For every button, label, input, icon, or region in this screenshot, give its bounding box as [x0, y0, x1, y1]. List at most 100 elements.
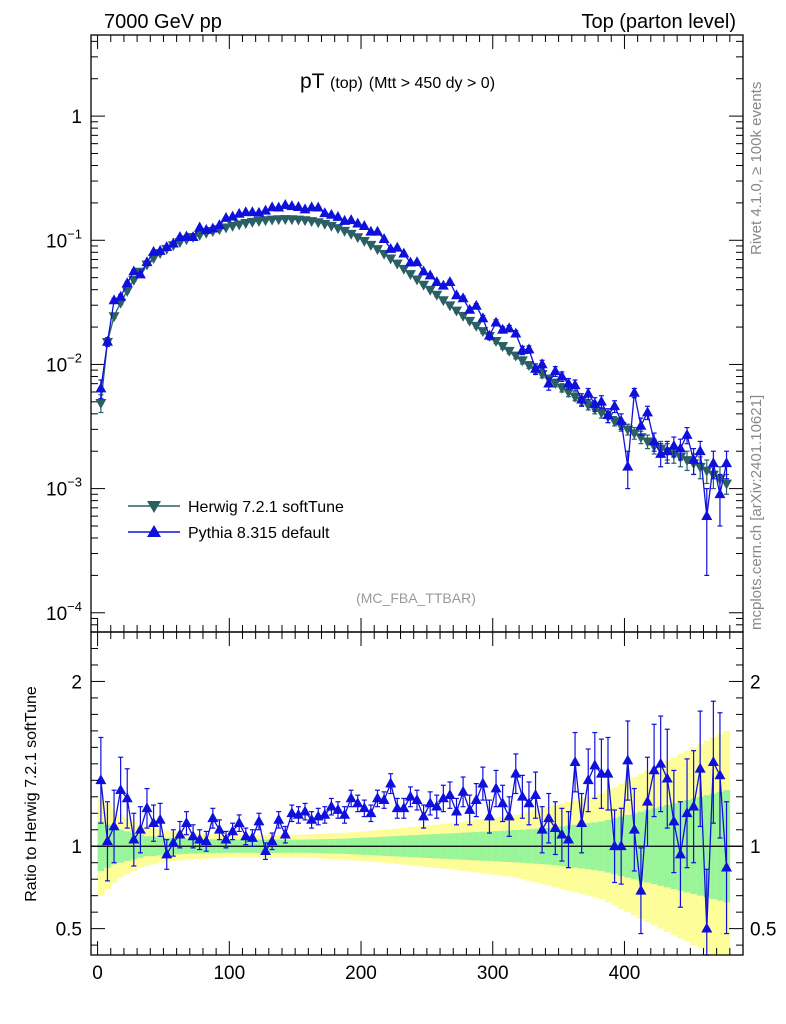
data-point: [714, 488, 726, 499]
data-point: [595, 408, 607, 419]
data-point: [688, 453, 700, 464]
data-point: [602, 409, 614, 420]
ratio-point: [174, 828, 186, 839]
ratio-ylabel: Ratio to Herwig 7.2.1 softTune: [23, 686, 40, 902]
data-point: [661, 445, 673, 456]
data-point: [595, 395, 607, 406]
ratio-point: [444, 789, 456, 799]
data-point: [721, 457, 733, 468]
ratio-point: [602, 767, 614, 778]
ratio-point: [306, 813, 318, 824]
data-point: [273, 201, 285, 212]
ratio-point: [101, 835, 113, 846]
ratio-point: [635, 884, 647, 895]
ratio-point: [319, 808, 331, 819]
data-point: [128, 265, 140, 276]
ratio-point: [128, 833, 140, 844]
data-point: [134, 268, 146, 279]
ratio-point: [246, 831, 258, 842]
data-point: [694, 445, 706, 456]
data-point: [246, 206, 258, 217]
ratio-point: [187, 830, 199, 841]
ratio-point: [721, 861, 733, 872]
data-point: [707, 457, 719, 468]
ratio-point: [266, 835, 278, 846]
ratio-point: [352, 797, 364, 808]
ratio-point: [674, 848, 686, 859]
ratio-point: [510, 767, 522, 778]
data-point: [220, 223, 232, 234]
ratio-point: [411, 794, 423, 804]
ratio-ticks: 0.5 0.5 1 1 2 2 0 100 200 300 400: [56, 632, 776, 984]
ratio-point: [483, 810, 495, 821]
data-point: [470, 321, 482, 332]
ratio-point: [378, 794, 390, 804]
ratio-point: [108, 820, 120, 831]
ratio-panel: 0.5 0.5 1 1 2 2 0 100 200 300 400 Ratio to Herwig …: [23, 631, 776, 984]
y-tick-label: 10−3: [46, 475, 82, 501]
data-point: [470, 299, 482, 310]
data-point: [437, 279, 449, 290]
ratio-point: [167, 836, 179, 847]
ratio-point: [398, 802, 410, 813]
data-point: [227, 210, 239, 221]
ratio-y-tick-label: 0.5: [56, 920, 82, 941]
data-point: [530, 362, 542, 373]
ratio-y-tick-label-right: 0.5: [750, 920, 776, 941]
data-point: [246, 217, 258, 228]
data-point: [516, 356, 528, 367]
ratio-point: [714, 769, 726, 780]
data-point: [260, 216, 272, 227]
data-point: [339, 226, 351, 237]
data-point: [154, 244, 166, 255]
data-point: [562, 388, 574, 399]
data-point: [701, 466, 713, 477]
data-point: [569, 379, 581, 390]
ratio-point: [536, 823, 548, 834]
data-point: [674, 442, 686, 453]
ratio-point: [95, 774, 107, 785]
data-point: [398, 247, 410, 258]
ratio-point: [582, 774, 594, 785]
legend-pythia-label: Pythia 8.315 default: [188, 525, 330, 542]
y-tick-label: 10−1: [46, 226, 82, 252]
ratio-point: [543, 812, 555, 823]
legend-herwig: Herwig 7.2.1 softTune: [128, 499, 344, 516]
ratio-point: [464, 803, 476, 814]
data-point: [398, 264, 410, 275]
ratio-point: [213, 823, 225, 834]
data-point: [345, 229, 357, 240]
ratio-point: [325, 800, 337, 811]
ratio-point: [668, 815, 680, 826]
data-point: [444, 301, 456, 312]
data-point: [628, 429, 640, 440]
ratio-point: [385, 777, 397, 788]
ratio-point: [220, 833, 232, 844]
ratio-point: [141, 802, 153, 813]
data-point: [609, 417, 621, 428]
data-point: [207, 222, 219, 233]
data-point: [576, 393, 588, 404]
data-point: [562, 377, 574, 388]
data-point: [431, 290, 443, 301]
data-point: [352, 233, 364, 244]
data-point: [332, 224, 344, 235]
data-point: [536, 358, 548, 369]
data-point: [286, 200, 298, 211]
ratio-point: [569, 756, 581, 767]
data-point: [451, 306, 463, 317]
ratio-y-tick-label: 1: [71, 837, 82, 858]
data-point: [418, 265, 430, 276]
ratio-point: [530, 789, 542, 799]
ratio-point: [451, 805, 463, 816]
data-point: [490, 316, 502, 327]
data-point: [411, 256, 423, 267]
data-point: [95, 382, 107, 393]
data-point: [582, 401, 594, 412]
data-point: [345, 214, 357, 225]
ratio-point: [371, 792, 383, 803]
data-point: [457, 292, 469, 303]
data-point: [615, 414, 627, 425]
data-point: [556, 370, 568, 381]
data-point: [694, 462, 706, 473]
